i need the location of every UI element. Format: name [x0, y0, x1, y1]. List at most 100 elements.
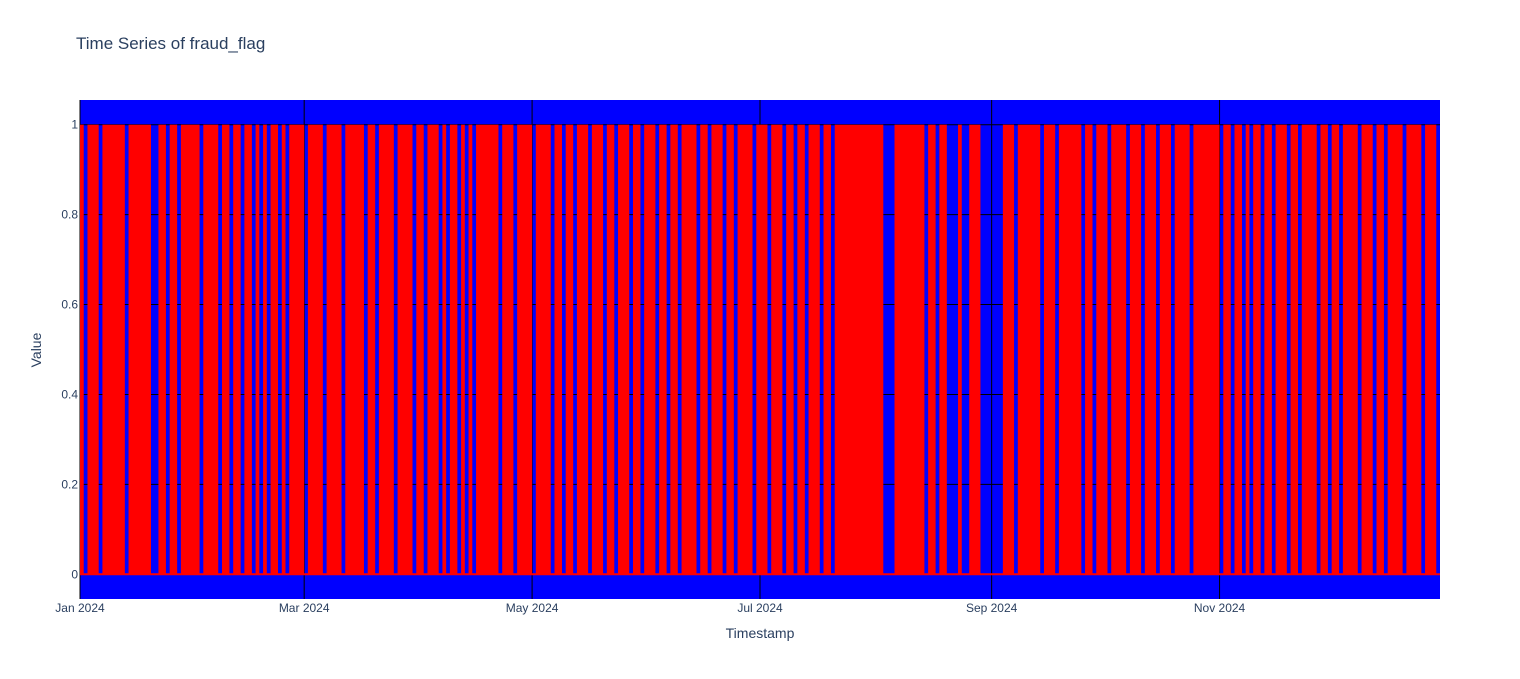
area-segment [307, 124, 323, 575]
area-segment [894, 124, 925, 575]
area-segment [756, 124, 768, 575]
area-segment [80, 124, 84, 575]
area-segment [468, 124, 473, 575]
y-tick-label: 0.6 [61, 298, 78, 312]
x-tick-label: Jul 2024 [737, 601, 783, 615]
area-segment [659, 124, 667, 575]
area-segment [644, 124, 656, 575]
area-segment [1275, 124, 1287, 575]
area-segment [797, 124, 805, 575]
area-segment [737, 124, 753, 575]
area-segment [1058, 124, 1082, 575]
area-segment [939, 124, 947, 575]
area-segment [591, 124, 604, 575]
area-segment [771, 124, 783, 575]
area-segment [1002, 124, 1015, 575]
area-segment [1174, 124, 1190, 575]
area-segment [233, 124, 241, 575]
area-segment [823, 124, 831, 575]
area-segment [158, 124, 166, 575]
area-segment [1245, 124, 1250, 575]
area-segment [378, 124, 394, 575]
area-segment [255, 124, 260, 575]
area-segment [808, 124, 820, 575]
area-segment [1253, 124, 1261, 575]
area-segment [367, 124, 376, 575]
area-segment [1264, 124, 1272, 575]
area-segment [1425, 124, 1437, 575]
area-segment [1320, 124, 1328, 575]
area-segment [244, 124, 252, 575]
area-segment [700, 124, 708, 575]
x-tick-label: Jan 2024 [55, 601, 105, 615]
area-segment [726, 124, 734, 575]
area-segment [102, 124, 125, 575]
x-tick-label: Nov 2024 [1194, 601, 1246, 615]
area-segment [576, 124, 589, 575]
x-tick-label: Sep 2024 [966, 601, 1018, 615]
area-segment [969, 124, 981, 575]
y-tick-label: 0.4 [61, 387, 78, 401]
x-axis-title: Timestamp [725, 625, 795, 641]
area-segment [1085, 124, 1093, 575]
area-segment [1234, 124, 1242, 575]
area-segment [1342, 124, 1358, 575]
area-segment [461, 124, 465, 575]
area-segment [565, 124, 574, 575]
area-segment [1223, 124, 1231, 575]
area-segment [786, 124, 794, 575]
area-segment [87, 124, 99, 575]
area-segment [289, 124, 305, 575]
y-tick-label: 0.2 [61, 477, 78, 491]
area-segment [1376, 124, 1384, 575]
area-segment [326, 124, 342, 575]
chart-title: Time Series of fraud_flag [76, 34, 266, 53]
area-segment [1406, 124, 1422, 575]
area-segment [416, 124, 424, 575]
area-segment [1331, 124, 1340, 575]
area-segment [1043, 124, 1056, 575]
area-segment [681, 124, 697, 575]
area-segment [1290, 124, 1299, 575]
area-segment [834, 124, 884, 575]
x-tick-label: May 2024 [506, 601, 559, 615]
area-segment [1129, 124, 1142, 575]
area-segment [502, 124, 514, 575]
area-segment [221, 124, 230, 575]
y-tick-label: 0.8 [61, 208, 78, 222]
area-segment [281, 124, 286, 575]
y-tick-label: 0 [71, 567, 78, 581]
area-segment [1387, 124, 1403, 575]
area-segment [1017, 124, 1041, 575]
area-segment [476, 124, 499, 575]
area-segment [128, 124, 151, 575]
area-segment [606, 124, 615, 575]
area-segment [263, 124, 267, 575]
area-segment [270, 124, 279, 575]
area-segment [1193, 124, 1220, 575]
area-segment [632, 124, 641, 575]
area-segment [517, 124, 533, 575]
area-segment [442, 124, 447, 575]
area-segment [554, 124, 562, 575]
area-segment [535, 124, 551, 575]
area-segment [1096, 124, 1108, 575]
area-segment [711, 124, 723, 575]
x-tick-label: Mar 2024 [279, 601, 330, 615]
area-segment [203, 124, 219, 575]
area-segment [180, 124, 200, 575]
area-segment [169, 124, 178, 575]
area-segment [397, 124, 413, 575]
area-segment [1361, 124, 1373, 575]
area-segment [427, 124, 439, 575]
y-axis-title: Value [28, 332, 44, 368]
area-segment [345, 124, 364, 575]
area-segment [1111, 124, 1127, 575]
area-segment [1159, 124, 1171, 575]
area-segment [618, 124, 630, 575]
area-segment [928, 124, 936, 575]
area-segment [670, 124, 678, 575]
area-segment [1301, 124, 1317, 575]
